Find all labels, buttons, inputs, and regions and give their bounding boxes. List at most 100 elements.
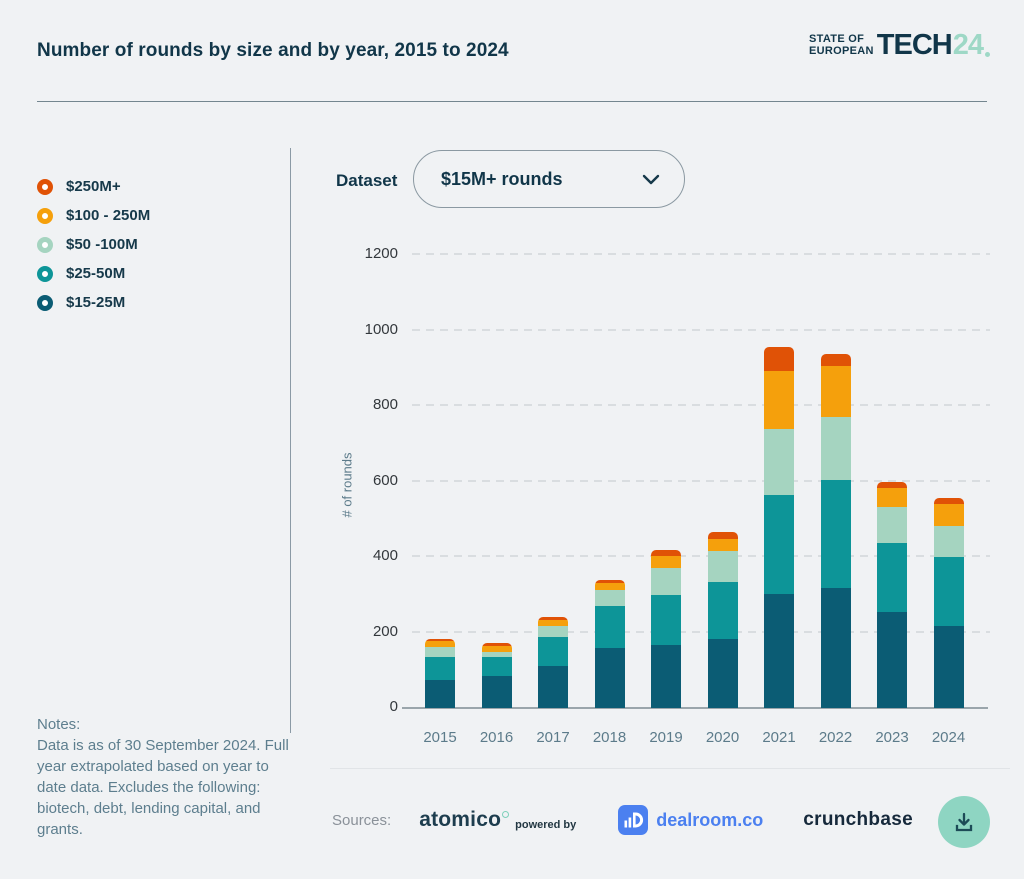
x-axis-label-2018: 2018 (592, 729, 627, 746)
bar-2018-segment--250m+[interactable] (594, 579, 625, 584)
logo-year: 24 (952, 29, 984, 61)
bar-2016-segment--15-25m[interactable] (481, 675, 512, 708)
bar-2021-segment--50-100m[interactable] (764, 428, 794, 496)
bar-2015-segment--250m+[interactable] (425, 638, 455, 641)
logo-line1: STATE OF (809, 32, 865, 45)
bar-2022[interactable] (820, 353, 851, 708)
bar-2020-segment--100-250m[interactable] (707, 538, 738, 551)
bar-2017-segment--50-100m[interactable] (538, 626, 568, 637)
bar-2018-segment--15-25m[interactable] (594, 648, 625, 708)
gridline (412, 630, 990, 633)
bar-2023-segment--100-250m[interactable] (877, 488, 907, 508)
dealroom-logo-icon (618, 805, 649, 835)
bar-2019-segment--50-100m[interactable] (651, 567, 681, 595)
bar-2015-segment--15-25m[interactable] (425, 680, 455, 708)
bar-2018-segment--100-250m[interactable] (594, 583, 625, 591)
legend-label: $50 -100M (66, 236, 138, 253)
bar-2024-segment--100-250m[interactable] (933, 504, 964, 527)
bar-2024-segment--50-100m[interactable] (933, 526, 964, 557)
bar-2023[interactable] (877, 482, 907, 708)
page-title: Number of rounds by size and by year, 20… (37, 40, 509, 61)
gridline (412, 404, 990, 406)
legend-item--100-250m[interactable]: $100 - 250M (37, 201, 150, 230)
bar-2023-segment--15-25m[interactable] (877, 612, 907, 708)
bar-2021-segment--25-50m[interactable] (764, 495, 794, 594)
dealroom-logo: dealroom.co (618, 805, 763, 835)
bar-2020-segment--250m+[interactable] (707, 531, 738, 539)
bar-2020-segment--25-50m[interactable] (707, 582, 738, 639)
bar-2020-segment--50-100m[interactable] (707, 550, 738, 583)
bar-2024-segment--15-25m[interactable] (933, 625, 964, 708)
bar-2015-segment--100-250m[interactable] (425, 640, 455, 648)
legend-item--250m+[interactable]: $250M+ (37, 172, 150, 201)
y-axis-tick: 0 (389, 698, 398, 715)
bar-2017[interactable] (538, 617, 568, 708)
bar-2022-segment--15-25m[interactable] (820, 587, 851, 708)
bar-2024-segment--25-50m[interactable] (933, 557, 964, 626)
bar-2015[interactable] (425, 638, 455, 708)
legend-label: $100 - 250M (66, 207, 151, 224)
x-axis-label-2021: 2021 (762, 729, 796, 746)
bar-2019[interactable] (651, 549, 681, 708)
bar-2021-segment--250m+[interactable] (764, 347, 794, 372)
legend-marker-icon (37, 207, 53, 224)
bar-2024-segment--250m+[interactable] (933, 498, 964, 505)
bar-2017-segment--25-50m[interactable] (538, 636, 568, 667)
y-axis-tick: 400 (372, 547, 398, 564)
bar-2020-segment--15-25m[interactable] (707, 638, 738, 708)
bar-2016-segment--50-100m[interactable] (481, 651, 512, 657)
y-axis-tick: 1200 (364, 245, 398, 262)
bar-2016-segment--250m+[interactable] (481, 643, 512, 646)
bar-2019-segment--25-50m[interactable] (651, 594, 681, 646)
bar-2019-segment--15-25m[interactable] (651, 645, 681, 708)
bar-2016[interactable] (481, 643, 512, 708)
bar-2019-segment--100-250m[interactable] (651, 555, 681, 568)
notes-body: Data is as of 30 September 2024. Full ye… (37, 737, 289, 838)
bar-2022-segment--50-100m[interactable] (820, 416, 851, 480)
bar-2021-segment--15-25m[interactable] (764, 593, 794, 708)
legend-label: $15-25M (66, 294, 126, 311)
atomico-logo: atomico (419, 808, 510, 832)
bar-2023-segment--50-100m[interactable] (877, 507, 907, 544)
bar-2022-segment--250m+[interactable] (820, 353, 851, 366)
bar-2018[interactable] (594, 579, 625, 708)
legend-marker-icon (37, 178, 53, 195)
dealroom-name: dealroom.co (656, 809, 764, 830)
x-axis-line (402, 707, 988, 709)
gridline (412, 253, 990, 255)
legend-marker-icon (37, 294, 53, 311)
legend-item--50-100m[interactable]: $50 -100M (37, 230, 150, 259)
legend-marker-icon (37, 265, 53, 282)
y-axis-label: # of rounds (339, 452, 355, 518)
bar-2017-segment--100-250m[interactable] (538, 620, 568, 627)
notes-heading: Notes: (37, 716, 81, 733)
bar-2022-segment--25-50m[interactable] (820, 479, 851, 588)
bar-2021[interactable] (764, 347, 794, 708)
bar-2019-segment--250m+[interactable] (651, 549, 681, 556)
bar-2022-segment--100-250m[interactable] (820, 365, 851, 417)
bar-2018-segment--50-100m[interactable] (594, 590, 625, 607)
bar-2018-segment--25-50m[interactable] (594, 606, 625, 649)
dataset-dropdown[interactable]: $15M+ rounds (413, 150, 685, 208)
gridline (412, 328, 990, 331)
x-axis-label-2022: 2022 (818, 729, 853, 746)
bar-2016-segment--25-50m[interactable] (481, 656, 512, 676)
bar-2017-segment--250m+[interactable] (538, 617, 568, 621)
bar-2016-segment--100-250m[interactable] (481, 645, 512, 652)
bar-2024[interactable] (933, 498, 964, 708)
legend-item--25-50m[interactable]: $25-50M (37, 259, 150, 288)
bar-2015-segment--25-50m[interactable] (425, 657, 455, 681)
x-axis-label-2020: 2020 (705, 729, 740, 746)
bar-2023-segment--250m+[interactable] (877, 482, 907, 489)
bar-2021-segment--100-250m[interactable] (764, 371, 794, 429)
legend-item--15-25m[interactable]: $15-25M (37, 288, 150, 317)
bar-chart: 0 200 400 600 800 1000 1200 2015 2016 2017 2018 201… (365, 245, 990, 746)
download-button[interactable] (938, 796, 990, 848)
x-axis-label-2019: 2019 (649, 729, 683, 746)
bar-2015-segment--50-100m[interactable] (425, 647, 455, 658)
crunchbase-logo: crunchbase (803, 809, 913, 830)
bar-2017-segment--15-25m[interactable] (538, 666, 568, 708)
bar-2020[interactable] (707, 531, 738, 708)
bar-2023-segment--25-50m[interactable] (877, 543, 907, 613)
